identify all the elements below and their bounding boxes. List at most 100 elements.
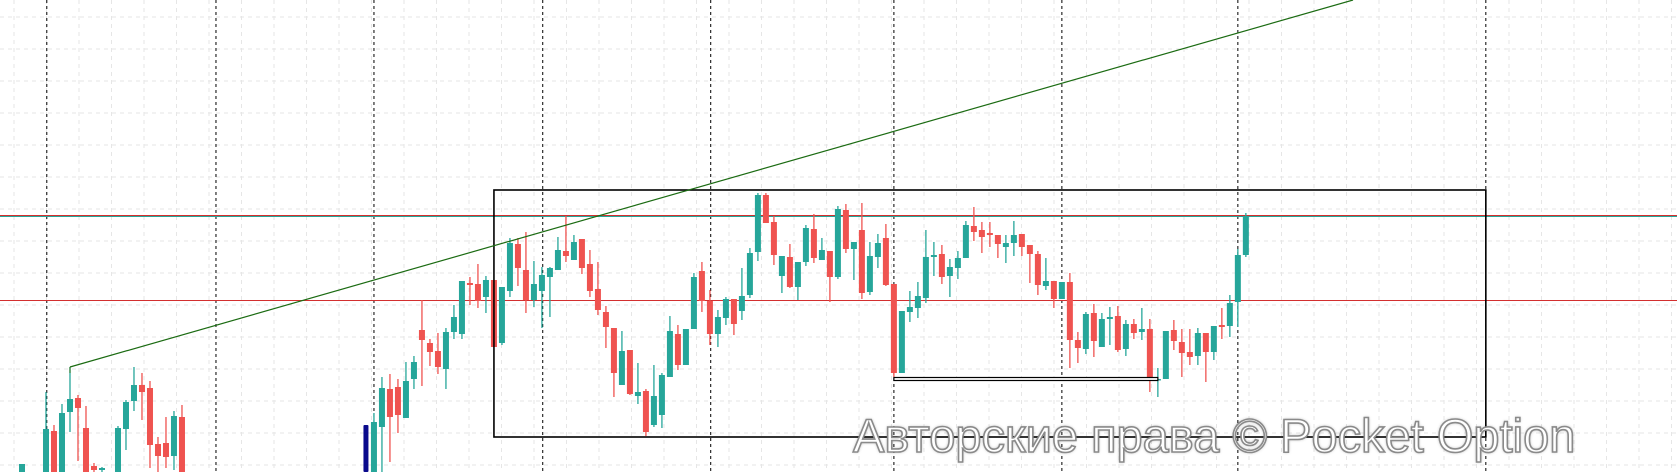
- candle-body: [1066, 282, 1073, 340]
- candle-body: [82, 428, 89, 472]
- candle-body: [434, 351, 441, 367]
- candle-body: [1210, 326, 1217, 352]
- candle-body: [1002, 243, 1009, 247]
- candle: [546, 267, 553, 317]
- candle: [850, 242, 857, 280]
- candle: [58, 404, 65, 472]
- candle-body: [1026, 245, 1033, 254]
- candle: [906, 291, 913, 322]
- candle-body: [874, 243, 881, 257]
- candle-body: [794, 262, 801, 287]
- candle: [522, 232, 529, 313]
- candle: [42, 392, 49, 472]
- candle: [474, 264, 481, 308]
- candle-body: [810, 229, 817, 258]
- candle-body: [938, 254, 945, 277]
- candle: [170, 411, 177, 470]
- candle: [458, 281, 465, 339]
- candle-body: [1050, 281, 1057, 299]
- candle: [578, 239, 585, 274]
- candle-body: [1202, 333, 1209, 352]
- candle: [738, 268, 745, 320]
- candle-body: [562, 251, 569, 256]
- candle-body: [546, 268, 553, 277]
- candle: [1034, 251, 1041, 295]
- candle-body: [682, 329, 689, 365]
- candle-body: [618, 351, 625, 385]
- candle: [154, 437, 161, 472]
- candle: [498, 287, 505, 345]
- candle-body: [1242, 216, 1249, 255]
- candle: [538, 267, 545, 328]
- candle: [394, 379, 401, 433]
- candle: [602, 306, 609, 348]
- candle-body: [730, 299, 737, 324]
- candle-body: [626, 350, 633, 394]
- candle: [794, 262, 801, 300]
- candle-body: [1090, 313, 1097, 341]
- candle: [594, 262, 601, 315]
- candle: [698, 262, 705, 312]
- candle: [778, 256, 785, 293]
- candle: [722, 297, 729, 325]
- candle-body: [170, 416, 177, 456]
- candle: [818, 238, 825, 260]
- candle-body: [506, 243, 513, 291]
- candle-body: [1234, 255, 1241, 302]
- candle: [1058, 282, 1065, 299]
- candle: [1026, 245, 1033, 283]
- candle-body: [1042, 281, 1049, 286]
- candle-body: [786, 257, 793, 287]
- candle-body: [98, 468, 105, 470]
- candle: [442, 328, 449, 389]
- candle: [978, 222, 985, 253]
- candle-body: [650, 396, 657, 425]
- candle: [618, 331, 625, 385]
- marker-bar: [363, 425, 369, 472]
- candle: [1226, 295, 1233, 337]
- candle: [930, 242, 937, 276]
- candle: [786, 244, 793, 288]
- candle-body: [866, 256, 873, 292]
- candle: [970, 207, 977, 241]
- candle: [74, 395, 81, 461]
- candle-body: [1138, 329, 1145, 332]
- candle-body: [858, 230, 865, 293]
- candle-body: [610, 328, 617, 373]
- candle-body: [58, 413, 65, 472]
- candle-body: [842, 210, 849, 249]
- candle: [1130, 319, 1137, 339]
- candle-body: [402, 381, 409, 418]
- candle-body: [642, 391, 649, 432]
- candle: [858, 203, 865, 299]
- candle: [1162, 331, 1169, 379]
- candle: [1106, 307, 1113, 345]
- candle: [770, 216, 777, 265]
- candle: [626, 350, 633, 395]
- candle-body: [586, 264, 593, 291]
- candle: [946, 259, 953, 297]
- candle: [986, 222, 993, 247]
- candle: [994, 235, 1001, 258]
- candle-body: [922, 257, 929, 298]
- candle-body: [778, 256, 785, 276]
- candle: [554, 237, 561, 270]
- trend-line: [69, 0, 1354, 368]
- candle-body: [1186, 352, 1193, 357]
- candle-body: [962, 225, 969, 258]
- candle: [1082, 312, 1089, 354]
- candle: [138, 373, 145, 420]
- candle: [1242, 213, 1249, 257]
- candle-body: [906, 307, 913, 312]
- candle: [1098, 313, 1105, 347]
- candle: [1138, 308, 1145, 340]
- candle: [810, 214, 817, 263]
- candle: [1114, 306, 1121, 352]
- candle-body: [1218, 325, 1225, 327]
- candle-body: [442, 332, 449, 369]
- candle-body: [50, 431, 57, 472]
- candle-body: [754, 195, 761, 252]
- candle-body: [578, 239, 585, 268]
